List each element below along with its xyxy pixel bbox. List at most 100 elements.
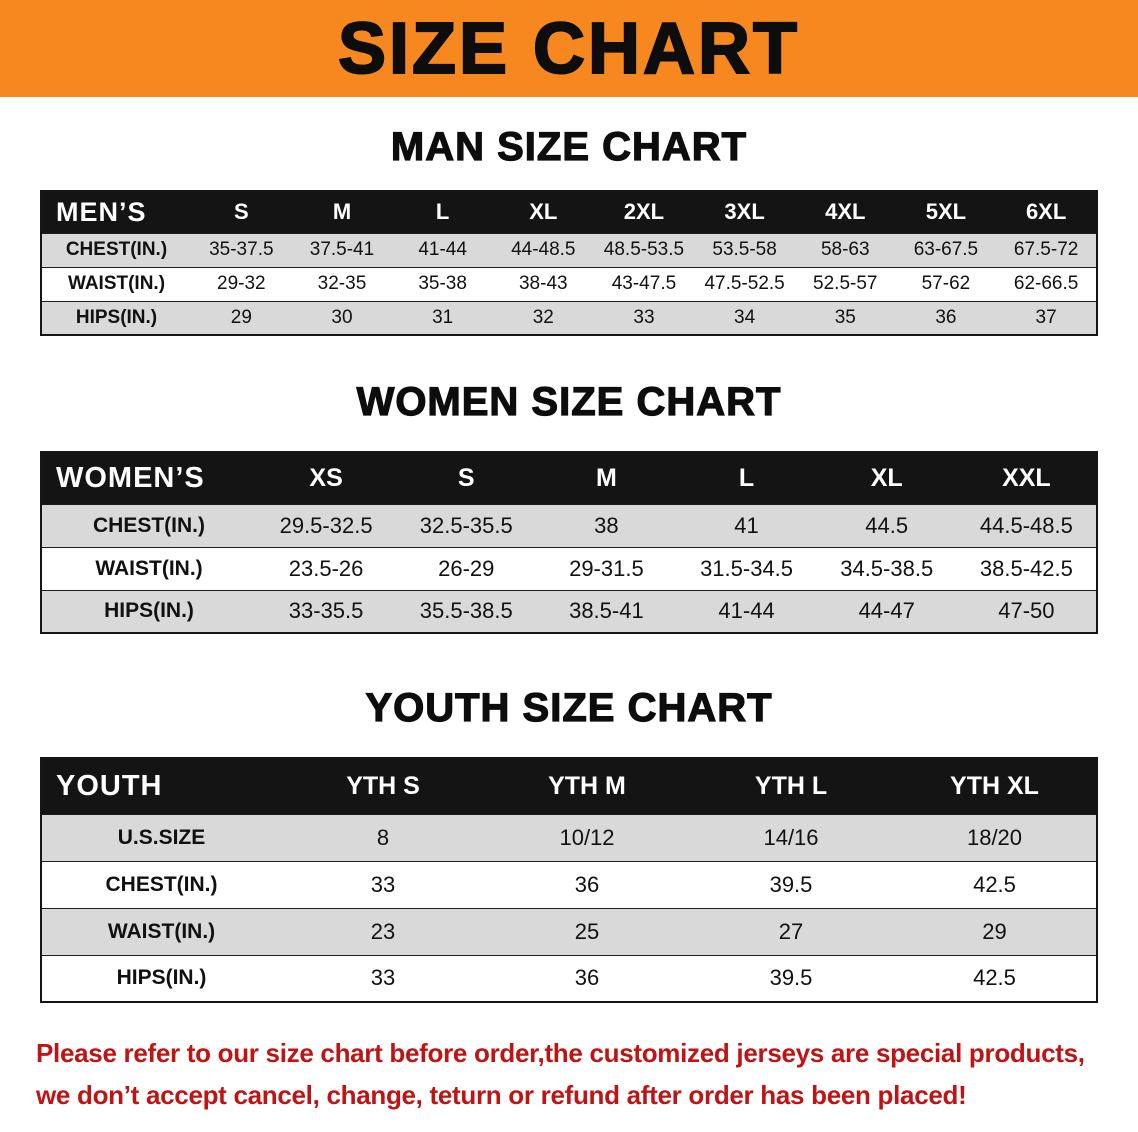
table-cell: 39.5 [769,965,813,991]
table-cell: 38 [594,512,619,538]
youth-size-table: YOUTH YTH S YTH M YTH L YTH XL U.S.SIZE 8 10/1… [40,757,1098,1003]
disclaimer-line-2: we don’t accept cancel, change, teturn o… [36,1079,967,1110]
column-header: L [435,199,450,225]
column-header: YTH L [754,771,828,800]
table-row: HIPS(IN.) 29 30 31 32 33 34 35 36 37 [41,301,1097,335]
table-cell: 25 [574,918,600,944]
table-cell: 58-63 [820,239,870,260]
women-table-body: CHEST(IN.) 29.5-32.5 32.5-35.5 38 41 44.5 44.5… [41,504,1097,633]
column-header: YTH XL [950,771,1039,800]
row-label: HIPS(IN.) [116,966,207,990]
youth-table-header: YOUTH YTH S YTH M YTH L YTH XL [41,758,1097,814]
youth-size-section: YOUTH SIZE CHART YOUTH YTH S YTH M YTH L YTH… [0,685,1138,1003]
table-cell: 33 [370,965,396,991]
table-cell: 41-44 [718,598,775,624]
table-cell: 14/16 [763,824,819,850]
table-corner-label: MEN’S [56,196,147,227]
column-header: 4XL [825,199,866,225]
table-cell: 67.5-72 [1013,239,1079,260]
column-header: YTH S [346,771,420,800]
women-size-section: WOMEN SIZE CHART WOMEN’S XS S M L XL XXL CHEST… [0,379,1138,634]
table-cell: 8 [376,824,390,850]
table-cell: 48.5-53.5 [603,239,685,260]
table-cell: 41-44 [418,239,467,260]
table-cell: 29 [982,918,1007,944]
column-header: XS [309,463,343,492]
table-cell: 36 [574,871,600,897]
disclaimer-line-1: Please refer to our size chart before or… [36,1038,1085,1068]
men-table-body: CHEST(IN.) 35-37.5 37.5-41 41-44 44-48.5 48.5… [41,233,1097,335]
row-label: WAIST(IN.) [107,919,216,943]
table-cell: 57-62 [921,273,971,294]
table-cell: 26-29 [438,555,495,581]
table-cell: 39.5 [769,871,813,897]
table-cell: 38.5-41 [569,598,644,624]
size-chart-banner: SIZE CHART [0,0,1138,97]
table-cell: 35-37.5 [209,239,274,260]
column-header: XL [529,199,558,225]
men-table-header: MEN’S S M L XL 2XL 3XL 4XL 5XL 6XL [41,191,1097,233]
column-header: 6XL [1025,199,1067,225]
table-cell: 34.5-38.5 [840,555,934,581]
table-row: WAIST(IN.) 23 25 27 29 [41,908,1097,955]
women-table-header: WOMEN’S XS S M L XL XXL [41,452,1097,504]
table-cell: 42.5 [973,871,1016,897]
table-cell: 29.5-32.5 [279,512,373,538]
banner-title: SIZE CHART [337,8,800,90]
table-row: CHEST(IN.) 29.5-32.5 32.5-35.5 38 41 44.5 44.5… [41,504,1097,547]
men-size-section: MAN SIZE CHART MEN’S S M L XL 2XL 3XL 4XL 5XL 6XL… [0,124,1138,336]
men-section-title: MAN SIZE CHART [390,124,748,169]
table-cell: 38.5-42.5 [979,555,1073,581]
table-cell: 36 [935,306,957,328]
column-header: 2XL [623,199,665,225]
table-row: WAIST(IN.) 29-32 32-35 35-38 38-43 43-47.5 47.… [41,267,1097,301]
table-cell: 33-35.5 [288,598,364,624]
column-header: 3XL [724,199,765,225]
youth-section-title: YOUTH SIZE CHART [365,685,773,730]
table-corner-label: WOMEN’S [56,461,205,494]
women-section-title: WOMEN SIZE CHART [356,379,782,424]
column-header: L [738,463,755,492]
table-cell: 47.5-52.5 [704,273,785,294]
table-cell: 62-66.5 [1013,273,1079,294]
table-cell: 34 [734,306,756,328]
row-label: WAIST(IN.) [67,273,166,294]
column-header: M [332,199,352,225]
table-cell: 38-43 [518,273,568,294]
table-cell: 42.5 [973,965,1016,991]
table-cell: 37.5-41 [309,239,375,260]
column-header: YTH M [548,771,626,800]
table-cell: 10/12 [559,824,615,850]
table-cell: 27 [778,918,804,944]
table-cell: 35 [834,306,856,328]
table-row: HIPS(IN.) 33-35.5 35.5-38.5 38.5-41 41-44 44-… [41,590,1097,633]
table-cell: 18/20 [966,824,1023,850]
table-cell: 32.5-35.5 [419,512,513,538]
disclaimer: Please refer to our size chart before or… [36,1033,1108,1116]
column-header: XL [870,463,903,492]
column-header: 5XL [925,199,967,225]
table-cell: 31.5-34.5 [700,555,794,581]
table-cell: 23.5-26 [288,555,364,581]
row-label: WAIST(IN.) [95,556,203,580]
table-header-row: MEN’S S M L XL 2XL 3XL 4XL 5XL 6XL [41,191,1097,233]
row-label: HIPS(IN.) [104,599,194,623]
table-cell: 33 [633,306,655,328]
men-size-table: MEN’S S M L XL 2XL 3XL 4XL 5XL 6XL CHEST(IN.) 35-3… [40,190,1098,336]
column-header: XXL [1002,463,1051,492]
table-row: CHEST(IN.) 33 36 39.5 42.5 [41,861,1097,908]
table-row: WAIST(IN.) 23.5-26 26-29 29-31.5 31.5-34.5 34… [41,547,1097,590]
table-cell: 44-48.5 [511,239,576,260]
table-cell: 43-47.5 [611,273,677,294]
row-label: CHEST(IN.) [65,239,168,260]
table-header-row: WOMEN’S XS S M L XL XXL [41,452,1097,504]
table-cell: 29-32 [217,273,266,294]
table-cell: 47-50 [998,598,1055,624]
table-cell: 29 [230,306,252,328]
table-corner-label: YOUTH [56,769,163,802]
table-cell: 37 [1035,306,1057,328]
row-label: HIPS(IN.) [75,306,158,328]
table-cell: 31 [432,306,454,328]
table-cell: 63-67.5 [913,239,979,260]
table-cell: 41 [734,512,759,538]
